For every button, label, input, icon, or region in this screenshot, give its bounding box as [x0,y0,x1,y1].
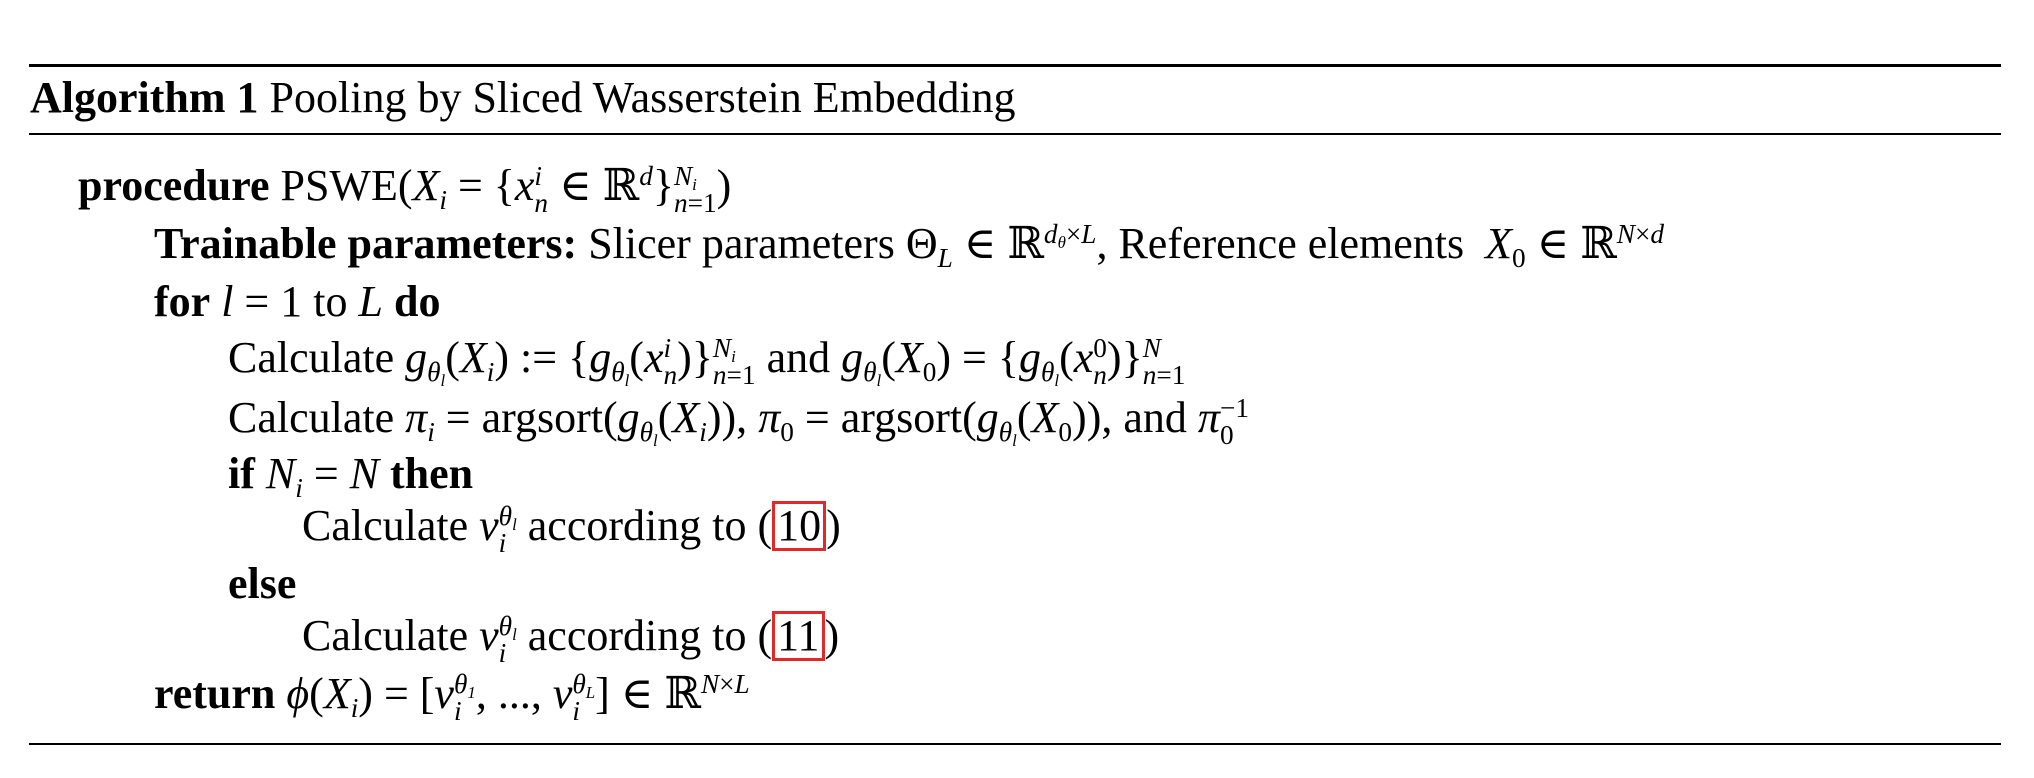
argsort-word: argsort [481,393,603,442]
trainable-keyword: Trainable parameters: [154,219,578,268]
bottom-rule [29,743,2001,745]
according-to-words: according to [527,611,747,660]
calculate-word: Calculate [228,393,395,442]
calculate-slices-line: Calculate gθl(Xi) := {gθl(x i n)} Ni n=1 and… [228,332,1186,391]
to-word: to [313,277,348,326]
caption-rule [29,133,2001,135]
calculate-word: Calculate [302,611,469,660]
calculate-word: Calculate [228,333,395,382]
procedure-line: procedure PSWE(Xi = {x i n ∈ ℝd} Ni n=1) [78,160,732,218]
algorithm-label: Algorithm 1 [30,73,259,122]
do-keyword: do [393,277,441,326]
equation-reference-10[interactable]: 10 [772,501,827,551]
algorithm-title: Pooling by Sliced Wasserstein Embedding [269,73,1016,122]
and-word: and [1123,393,1187,442]
calculate-equal-line: Calculate ν θl i according to (10) [302,500,841,558]
procedure-keyword: procedure [78,161,270,210]
trainable-parameters-line: Trainable parameters: Slicer parameters … [154,219,1665,273]
according-to-words: according to [527,501,747,550]
if-line: if Ni = N then [228,449,474,503]
calculate-word: Calculate [302,501,469,550]
slicer-label: Slicer parameters [588,219,895,268]
return-keyword: return [154,669,276,718]
else-keyword: else [228,559,297,608]
reference-label: Reference elements [1118,219,1465,268]
for-line: for l = 1 to L do [154,277,441,326]
calculate-unequal-line: Calculate ν θl i according to (11) [302,610,840,668]
and-word: and [766,333,831,382]
argsort-word: argsort [840,393,963,442]
else-line: else [228,556,296,612]
procedure-name: PSWE [280,161,398,210]
return-line: return ϕ(Xi) = [ν θ1 i, ..., ν θL i] ∈ ℝN×L [154,668,750,726]
top-rule [29,64,2001,67]
if-keyword: if [228,449,255,498]
for-keyword: for [154,277,211,326]
algorithm-caption: Algorithm 1 Pooling by Sliced Wasserstei… [30,70,1016,126]
calculate-argsort-line: Calculate πi = argsort(gθl(Xi)), π0 = ar… [228,392,1249,451]
then-keyword: then [390,449,474,498]
equation-reference-11[interactable]: 11 [772,611,825,661]
